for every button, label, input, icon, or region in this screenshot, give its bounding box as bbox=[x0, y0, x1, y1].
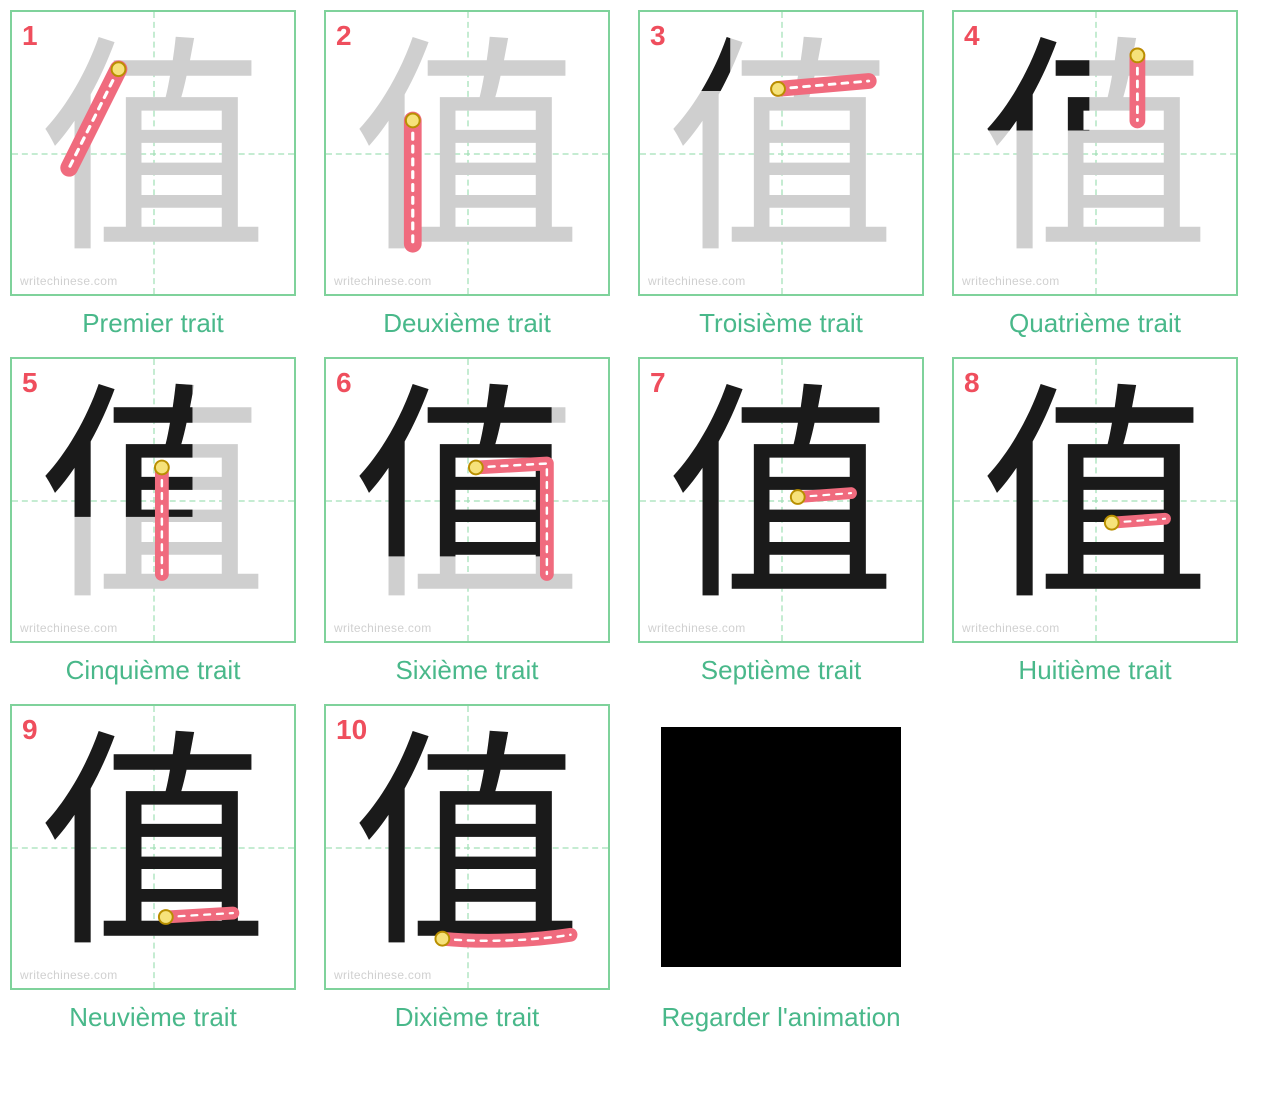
stroke-number: 9 bbox=[22, 714, 38, 746]
stroke-tile: 值值8writechinese.com bbox=[952, 357, 1238, 643]
stroke-tile: 值值7writechinese.com bbox=[638, 357, 924, 643]
qr-cell: Regarder l'animation bbox=[638, 704, 924, 1033]
stroke-number: 1 bbox=[22, 20, 38, 52]
stroke-tile: 值值10writechinese.com bbox=[324, 704, 610, 990]
stroke-cell: 值值2writechinese.comDeuxième trait bbox=[324, 10, 610, 339]
watermark-text: writechinese.com bbox=[648, 621, 746, 635]
stroke-caption: Huitième trait bbox=[1018, 655, 1171, 686]
watermark-text: writechinese.com bbox=[334, 274, 432, 288]
stroke-caption: Dixième trait bbox=[395, 1002, 539, 1033]
stroke-number: 4 bbox=[964, 20, 980, 52]
watermark-text: writechinese.com bbox=[962, 621, 1060, 635]
stroke-cell: 值值9writechinese.comNeuvième trait bbox=[10, 704, 296, 1033]
watermark-text: writechinese.com bbox=[20, 274, 118, 288]
stroke-tile: 值值9writechinese.com bbox=[10, 704, 296, 990]
stroke-caption: Neuvième trait bbox=[69, 1002, 237, 1033]
stroke-caption: Sixième trait bbox=[395, 655, 538, 686]
stroke-cell: 值值7writechinese.comSeptième trait bbox=[638, 357, 924, 686]
stroke-tile: 值值3writechinese.com bbox=[638, 10, 924, 296]
stroke-cell: 值值10writechinese.comDixième trait bbox=[324, 704, 610, 1033]
char-future: 值 bbox=[326, 12, 608, 294]
stroke-number: 5 bbox=[22, 367, 38, 399]
stroke-caption: Septième trait bbox=[701, 655, 861, 686]
stroke-number: 10 bbox=[336, 714, 367, 746]
char-future: 值 bbox=[12, 12, 294, 294]
watermark-text: writechinese.com bbox=[20, 968, 118, 982]
stroke-cell: 值1 writechinese.com Premier trait bbox=[10, 10, 296, 339]
stroke-number: 3 bbox=[650, 20, 666, 52]
stroke-order-grid: 值1writechinese.comPremier trait值值2writec… bbox=[10, 10, 1270, 1033]
stroke-tile: 值1 writechinese.com bbox=[10, 10, 296, 296]
char-done: 值 bbox=[954, 359, 1236, 641]
char-done: 值 bbox=[12, 706, 294, 988]
char-done: 值 bbox=[326, 706, 608, 988]
stroke-tile: 值值5writechinese.com bbox=[10, 357, 296, 643]
stroke-number: 6 bbox=[336, 367, 352, 399]
stroke-caption: Premier trait bbox=[82, 308, 224, 339]
watermark-text: writechinese.com bbox=[20, 621, 118, 635]
stroke-caption: Deuxième trait bbox=[383, 308, 551, 339]
stroke-tile: 值值6writechinese.com bbox=[324, 357, 610, 643]
stroke-tile: 值值2writechinese.com bbox=[324, 10, 610, 296]
stroke-number: 8 bbox=[964, 367, 980, 399]
watermark-text: writechinese.com bbox=[334, 621, 432, 635]
watermark-text: writechinese.com bbox=[648, 274, 746, 288]
stroke-cell: 值值5writechinese.comCinquième trait bbox=[10, 357, 296, 686]
qr-tile bbox=[638, 704, 924, 990]
stroke-caption: Troisième trait bbox=[699, 308, 863, 339]
stroke-cell: 值值6writechinese.comSixième trait bbox=[324, 357, 610, 686]
qr-caption: Regarder l'animation bbox=[661, 1002, 900, 1033]
stroke-caption: Quatrième trait bbox=[1009, 308, 1181, 339]
stroke-caption: Cinquième trait bbox=[66, 655, 241, 686]
qr-code-icon[interactable] bbox=[661, 727, 901, 967]
stroke-cell: 值值4writechinese.comQuatrième trait bbox=[952, 10, 1238, 339]
stroke-tile: 值值4writechinese.com bbox=[952, 10, 1238, 296]
stroke-cell: 值值8writechinese.comHuitième trait bbox=[952, 357, 1238, 686]
watermark-text: writechinese.com bbox=[334, 968, 432, 982]
stroke-number: 2 bbox=[336, 20, 352, 52]
stroke-number: 7 bbox=[650, 367, 666, 399]
watermark-text: writechinese.com bbox=[962, 274, 1060, 288]
stroke-cell: 值值3writechinese.comTroisième trait bbox=[638, 10, 924, 339]
